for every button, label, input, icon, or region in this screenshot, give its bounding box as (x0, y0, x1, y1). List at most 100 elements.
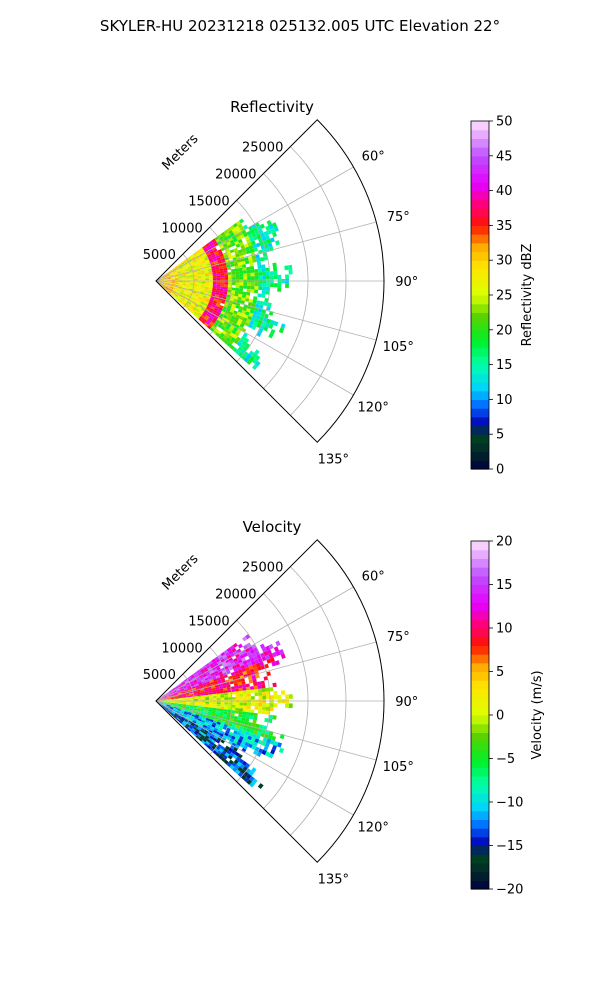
radial-tick-label: 10000 (161, 221, 202, 236)
field-cell (193, 702, 198, 705)
field-cell (205, 308, 210, 312)
field-cell (240, 300, 245, 305)
field-cell (204, 668, 209, 673)
field-cell (239, 693, 244, 697)
angle-tick-label: 120° (358, 820, 389, 835)
colorbar-segment (471, 373, 489, 383)
field-cell (167, 709, 172, 713)
field-cell (164, 707, 169, 711)
field-cell (220, 286, 225, 290)
field-cell (227, 707, 232, 711)
field-cell (234, 324, 240, 329)
field-cell (169, 272, 174, 275)
field-cell (220, 667, 226, 672)
field-cell (179, 687, 184, 691)
field-cell (249, 237, 255, 242)
field-cell (200, 711, 205, 714)
field-cell (201, 298, 206, 302)
field-cell (193, 274, 198, 277)
colorbar-segment (471, 610, 489, 620)
reflectivity-title: Reflectivity (230, 98, 314, 116)
field-cell (237, 223, 243, 229)
field-cell (234, 764, 240, 770)
angle-tick-label: 135° (318, 452, 349, 467)
field-cell (212, 300, 218, 304)
field-cell (198, 310, 204, 315)
field-cell (227, 244, 233, 249)
field-cell (185, 303, 190, 307)
field-cell (253, 310, 258, 315)
field-cell (203, 255, 208, 260)
field-cell (186, 275, 190, 278)
field-cell (235, 276, 240, 280)
field-cell (247, 315, 253, 321)
field-cell (173, 715, 177, 719)
field-cell (219, 268, 224, 272)
field-cell (238, 293, 243, 298)
field-cell (173, 287, 178, 290)
field-cell (240, 768, 246, 775)
field-cell (205, 274, 210, 277)
field-cell (247, 282, 251, 286)
field-cell (241, 247, 247, 253)
field-cell (171, 291, 176, 294)
field-cell (197, 725, 202, 730)
field-cell (227, 689, 232, 693)
field-cell (238, 267, 243, 272)
field-cell (261, 688, 266, 693)
field-cell (163, 278, 168, 280)
field-cell (238, 684, 243, 689)
field-cell (196, 251, 202, 255)
field-cell (213, 735, 219, 740)
field-cell (184, 718, 189, 722)
field-cell (216, 286, 221, 289)
field-cell (266, 649, 272, 655)
field-cell (271, 661, 277, 667)
field-cell (252, 313, 257, 319)
field-cell (199, 685, 204, 689)
field-cell (161, 285, 165, 289)
field-cell (204, 706, 209, 710)
field-cell (184, 680, 189, 684)
field-cell (168, 289, 172, 293)
field-cell (219, 293, 224, 297)
field-cell (203, 267, 208, 271)
field-cell (241, 740, 246, 745)
field-cell (233, 262, 239, 267)
field-cell (251, 778, 258, 785)
field-cell (235, 271, 240, 275)
field-cell (173, 295, 177, 299)
field-cell (204, 729, 209, 734)
field-cell (181, 723, 186, 727)
field-cell (183, 266, 188, 270)
field-cell (159, 283, 163, 286)
field-cell (186, 263, 191, 266)
field-cell (229, 225, 235, 230)
field-cell (258, 706, 263, 711)
field-cell (194, 674, 199, 679)
field-cell (182, 285, 187, 287)
field-cell (248, 312, 254, 318)
field-cell (239, 323, 245, 328)
field-cell (186, 684, 191, 687)
field-cell (220, 272, 225, 276)
field-cell (183, 293, 188, 297)
field-cell (174, 701, 179, 703)
field-cell (184, 298, 189, 302)
field-cell (172, 289, 177, 292)
field-cell (197, 281, 202, 284)
field-cell (253, 682, 258, 687)
field-cell (275, 640, 281, 647)
field-cell (167, 710, 171, 714)
field-cell (214, 264, 220, 268)
colorbar-tick-label: 5 (496, 665, 504, 680)
field-cell (204, 286, 209, 290)
field-cell (228, 657, 234, 662)
field-cell (220, 722, 225, 727)
field-cell (170, 277, 175, 279)
field-cell (203, 675, 208, 680)
field-cell (170, 276, 175, 279)
field-cell (182, 282, 187, 284)
field-cell (205, 705, 210, 708)
field-cell (229, 309, 235, 313)
